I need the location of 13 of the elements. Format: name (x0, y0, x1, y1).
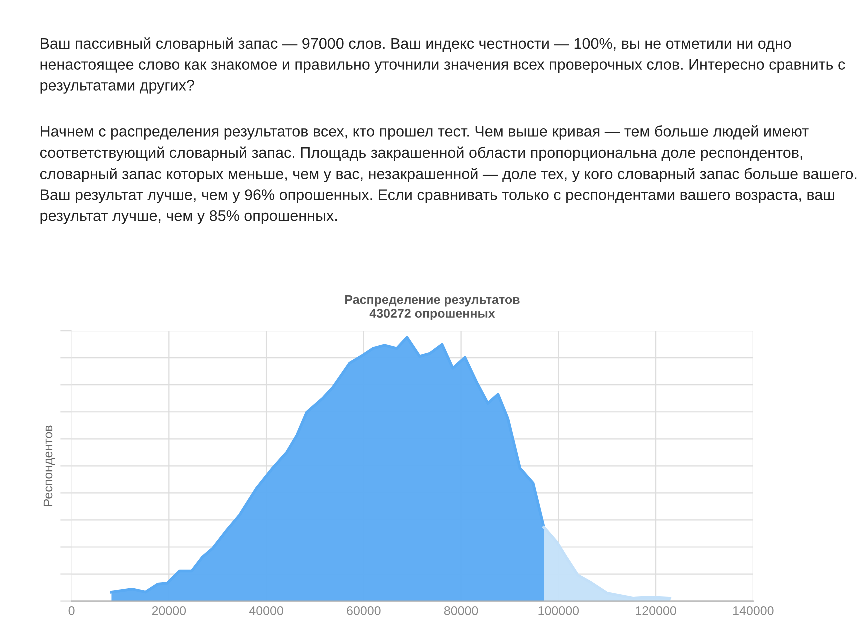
x-tick-label: 80000 (444, 606, 478, 616)
x-tick-label: 120000 (636, 606, 676, 616)
y-axis-title: Респондентов (44, 426, 56, 506)
x-tick-label: 140000 (734, 606, 774, 616)
x-tick-label: 20000 (152, 606, 186, 616)
x-tick-label: 60000 (347, 606, 381, 616)
text: Ваш пассивный словарный запас — 97000 слов. Ваш индекс честности — 100%, вы не отметили ни одно ненастоящее слово как знакомое и правильно уточнили значения всех проверочных слов. Интересно сравнить с результатами других? (40, 38, 846, 94)
x-tick-label: 0 (68, 606, 75, 616)
x-tick-label: 100000 (538, 606, 580, 616)
text: Начнем с распределения результатов всех, кто прошел тест. Чем выше кривая — тем больше людей имеют соответствующий словарный запас. Площадь закрашенной области пропорциональна доле респондентов, словарный запас которых меньше, чем у вас, незакрашенной — доле тех, у кого словарный запас больше вашего. Ваш результат лучше, чем у 96% опрошенных. Если сравнивать только с респондентами вашего возраста, ваш результат лучше, чем у 85% опрошенных. (40, 125, 857, 224)
chart-subtitle: 430272 опрошенных (370, 309, 496, 320)
chart-title: Распределение результатов (346, 295, 520, 307)
x-tick-label: 40000 (249, 606, 284, 616)
